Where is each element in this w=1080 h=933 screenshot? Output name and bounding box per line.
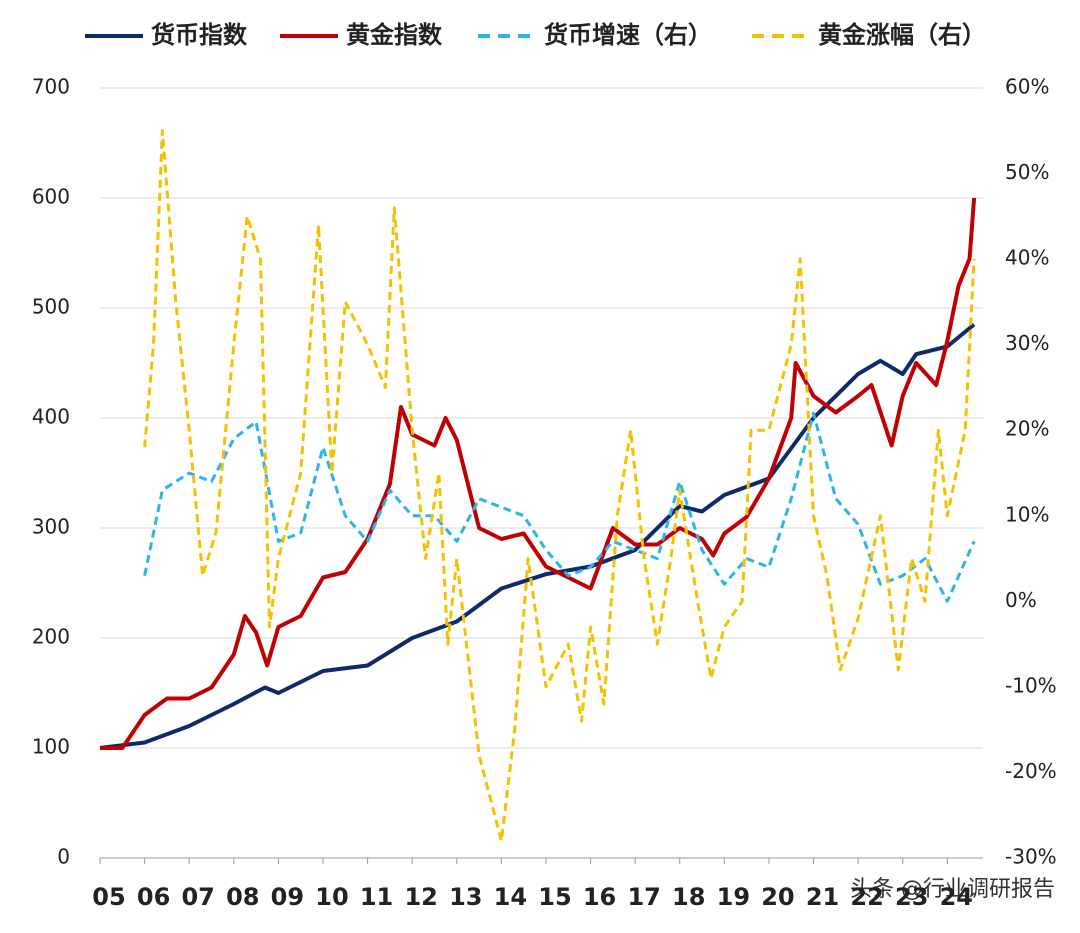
y2-tick-label: 40%: [1005, 246, 1049, 270]
x-tick-label: 17: [627, 883, 660, 911]
x-tick-label: 06: [137, 883, 170, 911]
x-tick-label: 19: [717, 883, 750, 911]
y-tick-label: 300: [32, 515, 70, 539]
series-line: [143, 129, 976, 843]
y-tick-label: 500: [32, 295, 70, 319]
x-tick-label: 10: [315, 883, 348, 911]
y-tick-label: 700: [32, 75, 70, 99]
y-tick-label: 600: [32, 185, 70, 209]
x-tick-label: 05: [92, 883, 125, 911]
x-tick-label: 15: [538, 883, 571, 911]
x-tick-label: 18: [672, 883, 705, 911]
x-tick-label: 07: [181, 883, 214, 911]
legend-label: 黄金涨幅（右）: [818, 21, 986, 49]
y2-tick-label: 50%: [1005, 160, 1049, 184]
x-tick-label: 12: [404, 883, 437, 911]
legend-label: 货币指数: [151, 21, 248, 49]
x-tick-label: 22: [850, 883, 883, 911]
y-tick-label: 100: [32, 735, 70, 759]
y2-tick-label: -10%: [1005, 673, 1057, 697]
y-tick-label: 400: [32, 405, 70, 429]
y2-tick-label: -30%: [1005, 845, 1057, 869]
x-tick-label: 13: [449, 883, 482, 911]
series-line: [100, 197, 977, 750]
x-tick-label: 11: [360, 883, 393, 911]
x-tick-label: 24: [940, 883, 973, 911]
x-tick-label: 09: [271, 883, 304, 911]
legend-label: 货币增速（右）: [544, 21, 712, 49]
y2-tick-label: 30%: [1005, 331, 1049, 355]
watermark: 头条 @行业调研报告: [850, 877, 1055, 902]
y2-tick-label: 60%: [1005, 75, 1049, 99]
x-tick-label: 23: [895, 883, 928, 911]
y-tick-label: 200: [32, 625, 70, 649]
y2-tick-label: 20%: [1005, 417, 1049, 441]
legend-label: 黄金指数: [346, 21, 443, 49]
x-tick-label: 14: [494, 883, 527, 911]
x-tick-label: 08: [226, 883, 259, 911]
y2-tick-label: 10%: [1005, 502, 1049, 526]
x-tick-label: 21: [806, 883, 839, 911]
y-tick-label: 0: [57, 845, 70, 869]
x-tick-label: 20: [761, 883, 794, 911]
x-tick-label: 16: [583, 883, 616, 911]
y2-tick-label: 0%: [1005, 588, 1037, 612]
y2-tick-label: -20%: [1005, 759, 1057, 783]
